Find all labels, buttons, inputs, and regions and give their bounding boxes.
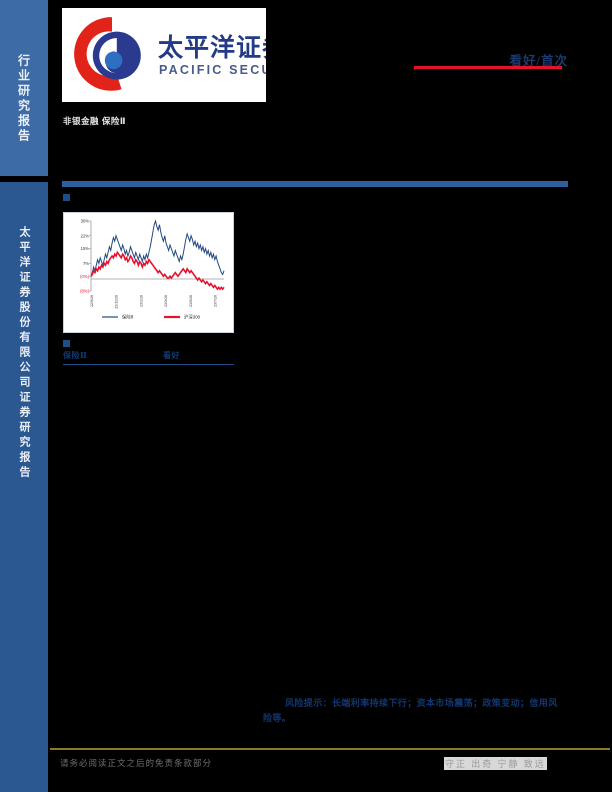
sidebar-top-band: 行业研究报告 xyxy=(0,0,48,176)
chart-canvas: 30% 22% 15% 7% (0%) (8%) 22/9/26 22/11/26 23/1/… xyxy=(80,219,225,321)
chart-legend-label: 沪深300 xyxy=(184,314,201,321)
company-logo: 太平洋证券 PACIFIC SECURITIES xyxy=(62,8,266,102)
pacific-securities-mark-icon xyxy=(74,17,141,91)
section-divider-bar xyxy=(62,181,568,187)
relative-performance-chart: 30% 22% 15% 7% (0%) (8%) 22/9/26 22/11/26 23/1/… xyxy=(63,212,234,333)
chart-ytick-label: 22% xyxy=(81,233,90,238)
table-cell-rating: 看好 xyxy=(163,351,180,360)
chart-ytick-label: (8%) xyxy=(80,289,89,294)
chart-xtick-label: 22/9/26 xyxy=(90,295,94,307)
logo-chinese-name: 太平洋证券 xyxy=(158,34,266,62)
industry-breadcrumb: 非银金融 保险Ⅱ xyxy=(63,116,126,126)
logo-english-name: PACIFIC SECURITIES xyxy=(159,63,266,77)
chart-ytick-label: (0%) xyxy=(80,274,89,279)
table-cell-sector: 保险Ⅱ xyxy=(63,351,88,360)
chart-ytick-label: 30% xyxy=(81,219,90,224)
sidebar-bottom-band: 太平洋证券股份有限公司证券研究报告 xyxy=(0,182,48,792)
risk-disclosure-text: 风险提示：长端利率持续下行；资本市场震荡；政策变动；信用风险等。 xyxy=(263,698,558,723)
sidebar-bottom-label: 太平洋证券股份有限公司证券研究报告 xyxy=(18,226,30,481)
chart-ytick-label: 7% xyxy=(83,261,89,266)
rating-underline-rule xyxy=(414,66,562,69)
chart-legend-label: 保险Ⅱ xyxy=(122,314,133,321)
chart-series-line xyxy=(90,250,225,291)
chart-xtick-label: 23/5/26 xyxy=(189,295,193,307)
footer-divider-rule xyxy=(50,748,610,750)
report-page: 太平洋证券 PACIFIC SECURITIES 看好/首次 非银金融 保险Ⅱ … xyxy=(48,0,612,792)
chart-section-bullet-icon xyxy=(63,194,70,201)
chart-xtick-label: 23/3/26 xyxy=(164,295,168,307)
chart-xtick-label: 22/11/26 xyxy=(115,295,119,309)
footer-slogan: 守正 出奇 宁静 致远 xyxy=(444,757,547,770)
chart-xtick-label: 23/1/26 xyxy=(139,295,143,307)
chart-series-line xyxy=(90,219,225,277)
sidebar-top-label: 行业研究报告 xyxy=(16,54,31,144)
rating-label: 看好/首次 xyxy=(509,54,568,68)
rating-badge: 看好/首次 xyxy=(510,50,568,69)
table-row: 保险Ⅱ 看好 xyxy=(63,350,234,365)
footer-disclaimer: 请务必阅读正文之后的免责条款部分 xyxy=(60,758,213,768)
table-section-bullet-icon xyxy=(63,340,70,347)
chart-ytick-label: 15% xyxy=(81,246,90,251)
chart-xtick-label: 23/7/26 xyxy=(214,295,218,307)
rating-summary-table: 保险Ⅱ 看好 xyxy=(63,350,234,365)
